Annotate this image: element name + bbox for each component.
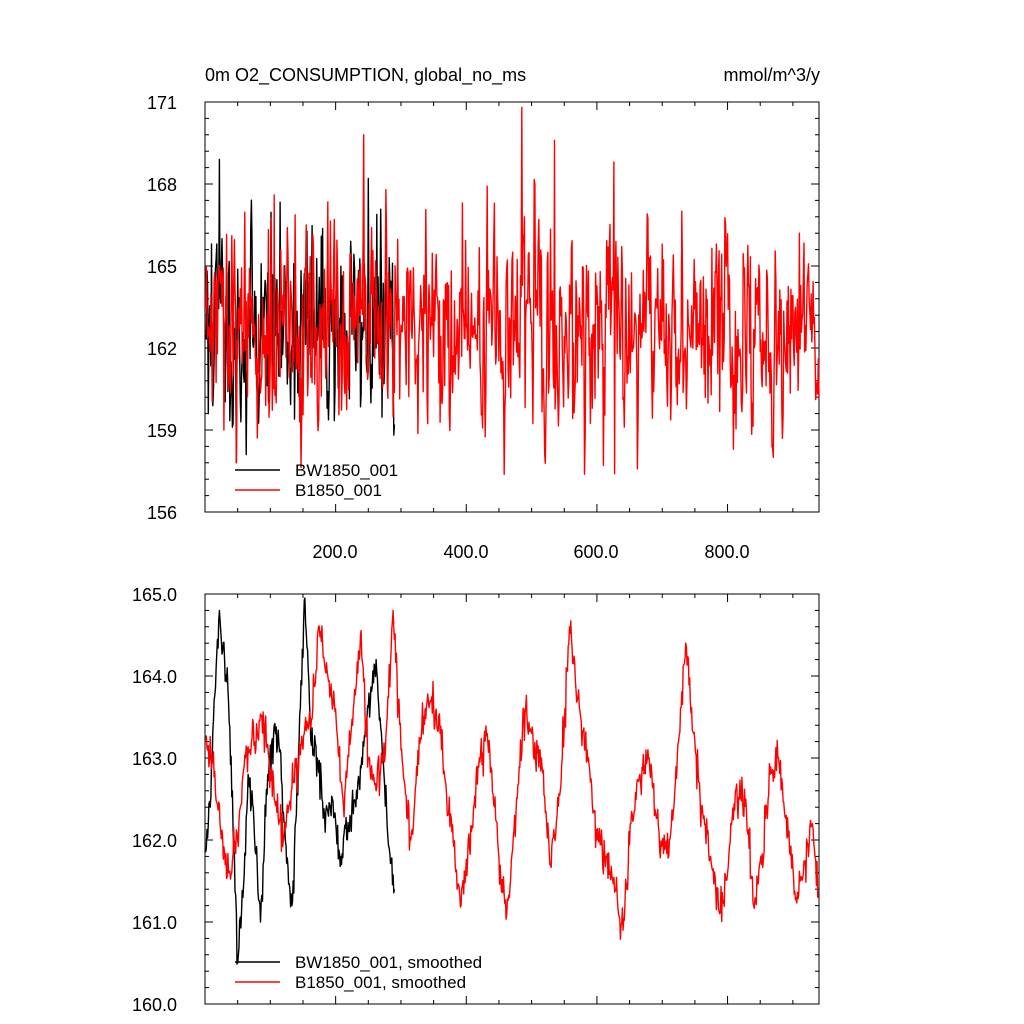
bottom-y-tick-label: 164.0 [132, 667, 177, 687]
top-y-tick-label: 159 [147, 421, 177, 441]
top-y-tick-label: 162 [147, 339, 177, 359]
bottom-legend: BW1850_001, smoothed B1850_001, smoothed [235, 953, 482, 992]
top-x-tick-label: 600.0 [573, 542, 618, 562]
top-x-tick-label: 200.0 [312, 542, 357, 562]
bottom-y-tick-label: 162.0 [132, 831, 177, 851]
bottom-plot-area: 165.0 164.0 163.0 162.0 161.0 160.0 [132, 585, 820, 1015]
bottom-series-line-bw1850 [205, 597, 396, 965]
top-plot-frame [204, 101, 820, 513]
top-legend-label-bw1850: BW1850_001 [295, 461, 398, 480]
bottom-series-line-b1850 [205, 609, 820, 940]
top-series-line-b1850 [205, 106, 820, 476]
top-chart-title: 0m O2_CONSUMPTION, global_no_ms [205, 65, 526, 86]
bottom-legend-label-bw1850: BW1850_001, smoothed [295, 953, 482, 972]
bottom-panel: 165.0 164.0 163.0 162.0 161.0 160.0 BW18… [132, 585, 820, 1015]
top-y-tick-label: 171 [147, 93, 177, 113]
bottom-axis-ticks [205, 593, 819, 1005]
top-legend: BW1850_001 B1850_001 [235, 461, 398, 500]
top-panel: 0m O2_CONSUMPTION, global_no_ms mmol/m^3… [147, 65, 820, 562]
bottom-y-tick-label: 160.0 [132, 995, 177, 1015]
bottom-y-tick-label: 163.0 [132, 749, 177, 769]
bottom-y-tick-label: 161.0 [132, 913, 177, 933]
top-legend-label-b1850: B1850_001 [295, 481, 382, 500]
bottom-series-lines [205, 597, 820, 965]
bottom-y-tick-label: 165.0 [132, 585, 177, 605]
top-y-tick-labels: 171 168 165 162 159 156 [147, 93, 177, 523]
top-chart-units: mmol/m^3/y [724, 65, 820, 85]
top-x-tick-label: 800.0 [704, 542, 749, 562]
top-x-tick-label: 400.0 [443, 542, 488, 562]
bottom-y-tick-labels: 165.0 164.0 163.0 162.0 161.0 160.0 [132, 585, 177, 1015]
top-y-tick-label: 165 [147, 257, 177, 277]
top-plot-area: 171 168 165 162 159 156 200.0 400.0 600.… [147, 93, 820, 562]
bottom-legend-label-b1850: B1850_001, smoothed [295, 973, 466, 992]
top-x-tick-labels: 200.0 400.0 600.0 800.0 [312, 542, 749, 562]
bottom-plot-frame [204, 593, 820, 1005]
top-y-tick-label: 168 [147, 175, 177, 195]
top-y-tick-label: 156 [147, 503, 177, 523]
top-series-lines [205, 106, 820, 476]
